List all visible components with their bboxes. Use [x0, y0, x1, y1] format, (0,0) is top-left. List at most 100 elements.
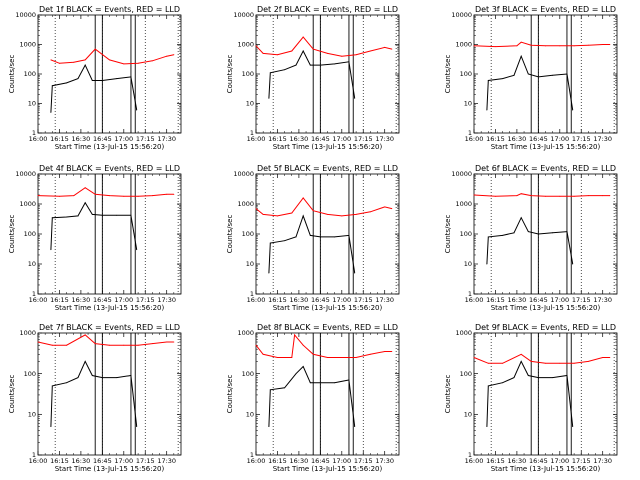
y-tick-label: 1000 — [237, 41, 254, 49]
y-tick-label: 10 — [246, 260, 254, 268]
data-point — [84, 59, 86, 61]
data-point — [66, 344, 68, 346]
data-point — [51, 385, 53, 387]
data-point — [572, 426, 574, 428]
data-point — [566, 73, 568, 75]
data-point — [109, 195, 110, 197]
y-axis-label: Counts/sec — [8, 215, 16, 254]
data-point — [130, 375, 132, 376]
panel-title: Det 2f BLACK = Events, RED = LLD — [257, 5, 398, 14]
data-point — [91, 213, 93, 215]
y-axis-label: Counts/sec — [444, 55, 452, 94]
data-point — [602, 357, 604, 358]
series-line-black — [268, 214, 356, 274]
y-tick-label: 1 — [250, 451, 254, 459]
data-point — [295, 373, 297, 375]
series-line-red — [255, 197, 393, 217]
data-point — [573, 45, 575, 47]
data-point — [552, 74, 554, 76]
data-point — [530, 360, 532, 362]
data-point — [136, 109, 138, 111]
x-axis-label: Start Time (13-Jul-15 15:56:20) — [491, 465, 601, 473]
data-point — [268, 97, 270, 99]
data-point — [91, 375, 93, 376]
data-point — [84, 202, 86, 204]
data-point — [166, 55, 168, 57]
data-point — [151, 195, 153, 197]
data-point — [487, 80, 489, 81]
y-tick-label: 100 — [460, 370, 472, 378]
data-point — [530, 44, 532, 46]
x-tick-label: 17:30 — [375, 457, 394, 465]
x-tick-label: 17:15 — [572, 135, 591, 143]
data-point — [327, 357, 328, 358]
data-point — [369, 50, 371, 52]
data-point — [384, 206, 386, 208]
y-tick-label: 1000 — [455, 329, 472, 337]
plot-frame — [255, 332, 400, 456]
data-point — [473, 357, 475, 358]
data-point — [116, 214, 118, 216]
data-point — [312, 210, 314, 212]
series-line-red — [255, 36, 393, 57]
data-point — [109, 59, 110, 61]
x-tick-label: 16:15 — [50, 296, 69, 304]
x-tick-label: 16:45 — [529, 457, 548, 465]
data-point — [520, 41, 522, 43]
y-tick-label: 10 — [464, 100, 472, 108]
panel-title: Det 6f BLACK = Events, RED = LLD — [475, 164, 616, 173]
data-point — [559, 195, 561, 197]
data-point — [369, 353, 371, 355]
data-point — [354, 426, 356, 428]
data-point — [486, 426, 488, 428]
plot-frame — [255, 14, 400, 134]
data-point — [516, 45, 518, 47]
data-point — [284, 240, 286, 242]
data-point — [130, 214, 132, 216]
x-axis-label: Start Time (13-Jul-15 15:56:20) — [491, 304, 601, 312]
data-point — [37, 341, 39, 343]
data-point — [572, 263, 574, 265]
data-point — [587, 44, 589, 46]
panel-9: Det 9f BLACK = Events, RED = LLD 1 10 100 10… — [444, 323, 618, 473]
data-point — [77, 215, 79, 217]
y-tick-label: 1000 — [19, 200, 36, 208]
series-line-red — [37, 334, 174, 346]
data-point — [255, 45, 257, 47]
panel-title: Det 4f BLACK = Events, RED = LLD — [39, 164, 180, 173]
data-point — [552, 232, 554, 234]
data-point — [348, 379, 350, 381]
data-point — [486, 263, 488, 265]
data-point — [94, 343, 96, 345]
x-axis-label: Start Time (13-Jul-15 15:56:20) — [55, 304, 165, 312]
data-point — [516, 195, 518, 197]
data-point — [334, 382, 336, 384]
x-tick-label: 16:30 — [290, 135, 309, 143]
data-point — [291, 357, 293, 358]
x-tick-label: 16:30 — [290, 457, 309, 465]
y-tick-label: 100 — [24, 70, 36, 78]
y-tick-label: 10 — [246, 100, 254, 108]
data-point — [495, 46, 496, 48]
y-tick-label: 1000 — [455, 200, 472, 208]
data-point — [559, 362, 561, 364]
y-tick-label: 1 — [250, 290, 254, 298]
data-point — [268, 272, 270, 274]
data-point — [319, 64, 321, 66]
x-tick-label: 16:45 — [529, 296, 548, 304]
data-point — [384, 351, 386, 352]
data-point — [116, 78, 118, 80]
data-point — [50, 249, 52, 251]
data-point — [137, 344, 139, 346]
data-point — [545, 195, 546, 197]
x-axis-label: Start Time (13-Jul-15 15:56:20) — [273, 465, 383, 473]
data-point — [495, 195, 496, 197]
y-tick-label: 1 — [468, 129, 472, 137]
data-point — [559, 45, 561, 47]
x-tick-label: 16:15 — [268, 135, 287, 143]
x-tick-label: 17:15 — [354, 135, 373, 143]
x-tick-label: 16:45 — [93, 135, 112, 143]
data-point — [109, 344, 110, 346]
x-tick-label: 16:00 — [29, 457, 48, 465]
x-tick-label: 16:15 — [268, 296, 287, 304]
